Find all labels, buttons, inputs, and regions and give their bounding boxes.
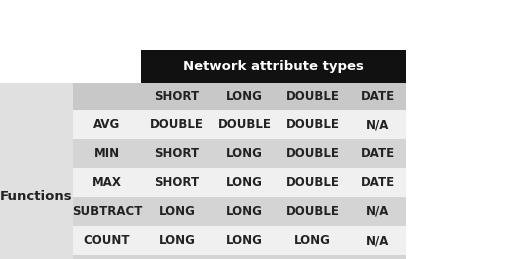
Bar (141, 83, 406, 110)
Text: LONG: LONG (158, 205, 196, 218)
Text: DATE: DATE (360, 176, 394, 189)
Bar (73, 226, 141, 255)
Text: SHORT: SHORT (154, 90, 200, 103)
Text: Network attribute types: Network attribute types (183, 60, 364, 73)
Text: DOUBLE: DOUBLE (286, 147, 339, 160)
Text: DOUBLE: DOUBLE (150, 118, 204, 131)
Text: Functions: Functions (0, 191, 73, 204)
Text: MIN: MIN (94, 147, 120, 160)
Text: LONG: LONG (226, 90, 263, 103)
Bar (73, 197, 141, 226)
Text: N/A: N/A (366, 234, 389, 247)
Text: LONG: LONG (158, 234, 196, 247)
Text: SUBTRACT: SUBTRACT (72, 205, 142, 218)
Text: LONG: LONG (226, 176, 263, 189)
Bar (141, 197, 406, 226)
Text: N/A: N/A (366, 118, 389, 131)
Text: LONG: LONG (294, 234, 331, 247)
Text: DOUBLE: DOUBLE (286, 176, 339, 189)
Text: LONG: LONG (226, 234, 263, 247)
Bar (141, 110, 406, 139)
Text: SHORT: SHORT (154, 176, 200, 189)
Bar (73, 139, 141, 168)
Bar (141, 139, 406, 168)
Bar (141, 226, 406, 255)
Text: DOUBLE: DOUBLE (286, 205, 339, 218)
Text: MAX: MAX (92, 176, 122, 189)
Bar (73, 83, 141, 110)
Bar (141, 168, 406, 197)
Text: COUNT: COUNT (84, 234, 130, 247)
Text: AVG: AVG (93, 118, 121, 131)
Text: LONG: LONG (226, 205, 263, 218)
Text: DOUBLE: DOUBLE (217, 118, 271, 131)
Bar (0, 83, 141, 259)
Text: DOUBLE: DOUBLE (286, 118, 339, 131)
Bar (73, 110, 141, 139)
Text: N/A: N/A (366, 205, 389, 218)
Bar (73, 255, 141, 259)
Text: SHORT: SHORT (154, 147, 200, 160)
Bar (73, 168, 141, 197)
Bar (141, 255, 406, 259)
Text: DOUBLE: DOUBLE (286, 90, 339, 103)
Bar (141, 50, 406, 83)
Text: DATE: DATE (360, 90, 394, 103)
Text: DATE: DATE (360, 147, 394, 160)
Text: LONG: LONG (226, 147, 263, 160)
